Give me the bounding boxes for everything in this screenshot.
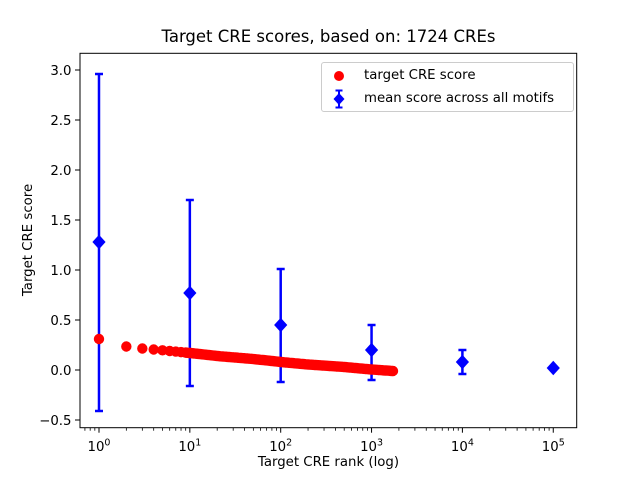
mean-score-diamond	[274, 317, 288, 333]
y-axis-label: Target CRE score	[21, 183, 36, 297]
legend-label: target CRE score	[364, 68, 476, 83]
y-tick-label: 2.5	[50, 114, 71, 129]
mean-score-diamond	[455, 354, 470, 370]
target-score-dot	[137, 343, 148, 354]
red-circle-icon	[334, 71, 344, 81]
x-tick-label: 100	[88, 438, 111, 456]
y-tick-label: 3.0	[50, 64, 71, 79]
legend: target CRE score mean score across all m…	[321, 62, 574, 112]
chart-title: Target CRE scores, based on: 1724 CREs	[161, 27, 496, 46]
x-tick-label: 105	[542, 438, 565, 456]
x-axis-label: Target CRE rank (log)	[257, 455, 400, 470]
legend-label: mean score across all motifs	[364, 91, 555, 106]
legend-entry-mean-score: mean score across all motifs	[322, 88, 573, 110]
blue-diamond-errorbar-icon	[333, 89, 345, 109]
y-tick-label: 0.0	[50, 364, 71, 379]
legend-entry-target-score: target CRE score	[322, 65, 573, 87]
target-score-dot	[93, 333, 105, 345]
target-score-dot	[191, 348, 203, 359]
x-tick-label: 101	[178, 438, 201, 456]
x-tick-label: 102	[269, 438, 292, 456]
y-tick-label: 1.5	[50, 214, 71, 229]
y-tick-label: 2.0	[50, 164, 71, 179]
target-score-band	[180, 347, 399, 377]
y-tick-label: −0.5	[39, 414, 71, 429]
target-score-dot	[148, 344, 159, 355]
plot-area	[79, 52, 578, 429]
y-tick-label: 1.0	[50, 264, 71, 279]
target-score-dot	[121, 341, 132, 352]
x-tick-label: 103	[360, 438, 383, 456]
mean-score-diamond	[183, 285, 197, 301]
mean-score-diamond	[364, 342, 379, 358]
y-tick-label: 0.5	[50, 314, 71, 329]
mean-score-diamond	[92, 234, 106, 250]
x-tick-label: 104	[451, 438, 474, 456]
mean-score-diamond	[546, 360, 560, 376]
